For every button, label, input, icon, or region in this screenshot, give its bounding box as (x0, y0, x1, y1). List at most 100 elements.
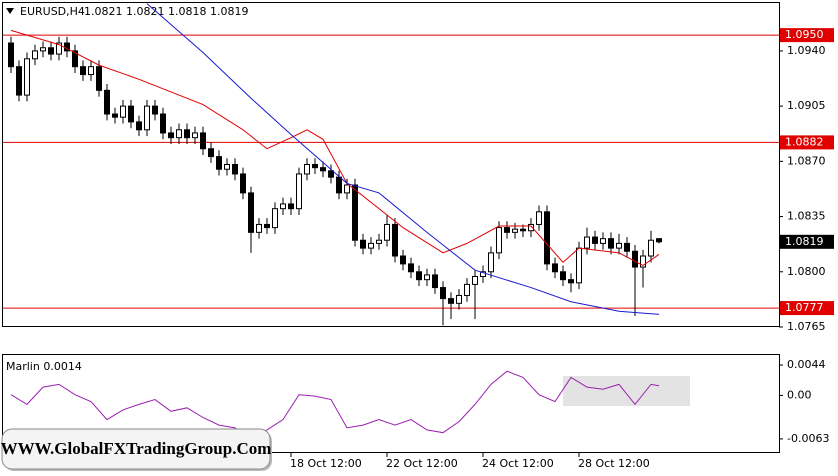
collapse-icon (6, 8, 14, 14)
candle-body (256, 223, 262, 233)
candle-body (96, 66, 102, 91)
candle-body (248, 192, 254, 233)
candle-body (416, 271, 422, 281)
candle-body (272, 208, 278, 229)
candle-body (264, 223, 270, 229)
candle-body (536, 211, 542, 225)
candle-body (392, 223, 398, 257)
candle-body (560, 271, 566, 281)
candle-body (592, 236, 598, 244)
candle-body (312, 164, 318, 169)
candle-body (328, 170, 334, 178)
candle-body (136, 121, 142, 131)
candle-body (600, 238, 606, 244)
candle-body (472, 276, 478, 285)
candle-body (352, 184, 358, 241)
candle-body (512, 228, 518, 233)
indicator-title: Marlin 0.0014 (6, 360, 82, 373)
candle-body (184, 129, 190, 139)
last-price-label: 1.0819 (785, 235, 824, 248)
watermark: WWW.GlobalFXTradingGroup.Com (1, 439, 272, 458)
candle-body (8, 42, 14, 68)
y-tick-label: 1.0905 (787, 99, 826, 112)
candle-body (464, 283, 470, 296)
x-tick-label: 22 Oct 12:00 (386, 457, 458, 470)
candle-body (368, 242, 374, 249)
level-label: 1.0777 (785, 301, 824, 314)
candle-body (424, 274, 430, 281)
y-tick-label: 1.0765 (787, 320, 826, 333)
candle-body (192, 132, 198, 139)
candle-body (488, 252, 494, 273)
level-label: 1.0950 (785, 28, 824, 41)
watermark-box (1, 428, 271, 470)
candle-body (304, 164, 310, 175)
level-tag (780, 135, 834, 150)
candle-body (376, 239, 382, 244)
y-tick-label: 1.0940 (787, 44, 826, 57)
level-tag (780, 28, 834, 43)
candle-body (40, 47, 46, 52)
last-price-tag (780, 234, 834, 249)
candle-body (528, 223, 534, 232)
candle-body (208, 148, 214, 158)
candle-body (88, 66, 94, 76)
candle-body (584, 236, 590, 249)
candle-body (504, 227, 510, 233)
candle-body (224, 164, 230, 170)
candle-body (280, 203, 286, 210)
candle-body (544, 211, 550, 265)
candle-body (112, 113, 118, 118)
candle-body (632, 250, 638, 268)
y-tick-label: 0.00 (787, 388, 812, 401)
level-label: 1.0882 (785, 135, 824, 148)
candle-body (336, 176, 342, 194)
candle-body (232, 164, 238, 175)
candle-body (360, 239, 366, 249)
candle-body (168, 132, 174, 139)
candle-body (640, 255, 646, 268)
main-panel (2, 2, 780, 327)
y-tick-label: 0.0044 (787, 358, 826, 371)
candle-body (288, 203, 294, 210)
candle-body (48, 47, 54, 55)
candle-body (568, 279, 574, 284)
indicator-panel (2, 354, 780, 453)
candle-body (56, 42, 62, 55)
candle-body (144, 105, 150, 131)
candle-body (432, 274, 438, 289)
candle-body (24, 58, 30, 96)
candle-body (408, 263, 414, 273)
quote: 1.0821 1.0821 1.0818 1.0819 (84, 5, 248, 18)
moving-average (146, 3, 660, 315)
candle-body (608, 238, 614, 249)
level-tag (780, 301, 834, 316)
indicator-line (10, 370, 660, 441)
x-tick-label: 18 Oct 12:00 (290, 457, 362, 470)
candle-body (32, 50, 38, 60)
candle-body (344, 184, 350, 194)
candle-body (80, 66, 86, 76)
candle-body (128, 105, 134, 123)
candle-body (648, 239, 654, 257)
candle-body (440, 287, 446, 300)
candle-body (576, 247, 582, 284)
candle-body (200, 132, 206, 150)
candle-body (400, 255, 406, 265)
candle-body (496, 227, 502, 254)
chart-title: EURUSD,H4 (20, 5, 85, 18)
candle-body (456, 294, 462, 304)
x-tick-label: 28 Oct 12:00 (578, 457, 650, 470)
candle-body (240, 173, 246, 194)
candle-body (384, 223, 390, 241)
y-tick-label: 1.0835 (787, 210, 826, 223)
x-tick-label: 24 Oct 12:00 (482, 457, 554, 470)
candle-body (176, 129, 182, 139)
candle-body (520, 228, 526, 232)
candle-body (624, 242, 630, 252)
candle-body (72, 50, 78, 68)
candle-body (296, 173, 302, 210)
candle-body (448, 298, 454, 304)
candle-body (120, 105, 126, 118)
